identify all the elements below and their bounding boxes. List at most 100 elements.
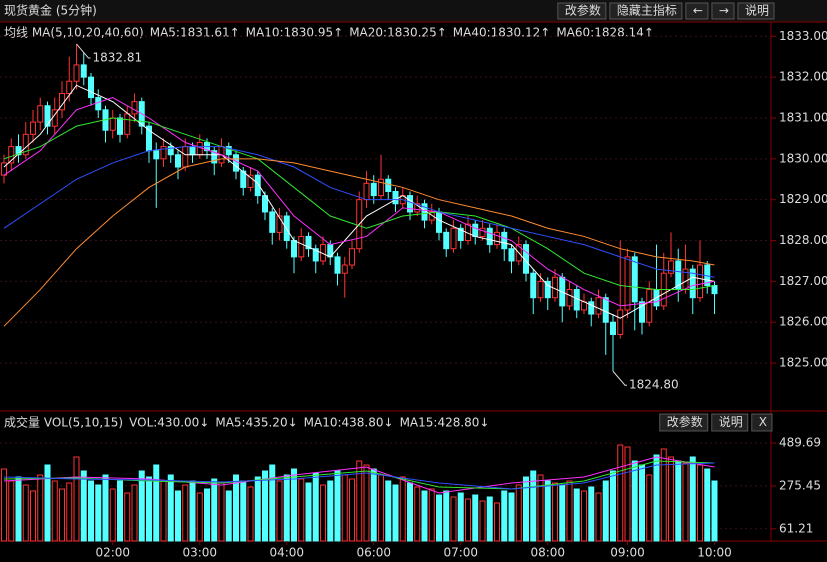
volume-bar <box>320 484 326 542</box>
candle-body <box>88 76 94 99</box>
volume-bar <box>211 478 218 542</box>
volume-bar <box>109 488 116 542</box>
candle-body <box>349 248 355 266</box>
candle-body <box>276 215 283 233</box>
candle-body <box>697 264 703 299</box>
volume-bar <box>131 484 138 542</box>
ma-line <box>3 456 715 494</box>
button[interactable] <box>557 2 607 20</box>
legend-entry: MA10:1830.95↑ <box>246 26 344 40</box>
volume-bar <box>138 470 145 542</box>
button[interactable] <box>659 413 709 432</box>
button[interactable] <box>711 413 749 432</box>
volume-bar <box>486 496 493 542</box>
annotation: 1824.80 <box>629 378 679 392</box>
legend-entry: MA15:428.80↓ <box>400 416 490 430</box>
volume-bar <box>660 448 667 542</box>
button-label: 说明 <box>719 414 743 429</box>
candle-body <box>305 235 312 250</box>
volume-bar <box>66 482 73 542</box>
volume-bar <box>617 444 624 542</box>
volume-bar <box>668 456 674 542</box>
volume-bar <box>414 486 421 542</box>
button[interactable] <box>751 413 773 432</box>
volume-bar <box>385 480 392 542</box>
candle-body <box>109 117 116 131</box>
volume-bar <box>595 492 602 542</box>
volume-bar <box>233 474 239 542</box>
y-tick-label: 1832.00 <box>779 70 827 84</box>
volume-bar <box>457 492 464 542</box>
ma-line <box>3 117 715 291</box>
volume-bar <box>689 456 696 542</box>
button[interactable] <box>711 2 735 20</box>
volume-bar <box>124 492 131 542</box>
volume-bar <box>225 490 232 542</box>
candle-body <box>124 113 131 135</box>
candle-body <box>117 117 123 135</box>
candle-body <box>160 146 167 160</box>
volume-bar <box>581 490 587 542</box>
annotation-leader <box>612 370 627 386</box>
ma-line <box>3 84 715 319</box>
volume-bar <box>312 472 319 542</box>
candle-body <box>566 289 573 307</box>
volume-bar <box>392 484 399 542</box>
volume-bar <box>37 474 44 542</box>
volume-bar <box>298 478 305 542</box>
candle-body <box>175 154 181 168</box>
candle-body <box>334 256 341 274</box>
button[interactable] <box>685 2 709 20</box>
candle-body <box>588 301 595 315</box>
candle-body <box>44 105 51 127</box>
volume-bar <box>697 464 703 542</box>
candle-body <box>472 223 479 237</box>
candle-body <box>66 80 73 94</box>
volume-bar <box>610 470 616 542</box>
volume-bar <box>508 492 515 542</box>
volume-bar <box>15 476 22 542</box>
x-tick-label: 03:00 <box>182 546 217 560</box>
volume-bar <box>711 480 718 542</box>
volume-bar <box>566 480 573 542</box>
volume-bar <box>370 468 377 542</box>
volume-bar <box>30 490 36 542</box>
volume-bar <box>436 494 442 542</box>
volume-bar <box>276 480 283 542</box>
volume-bar <box>428 488 435 542</box>
candle-body <box>392 191 399 205</box>
volume-bar <box>1 468 7 542</box>
y-tick-label: 1825.00 <box>779 356 827 370</box>
candle-body <box>544 280 551 299</box>
chart-title: 现货黄金 (5分钟) <box>4 3 97 18</box>
volume-bar <box>559 484 566 542</box>
volume-bar <box>44 464 51 542</box>
button[interactable] <box>609 2 683 20</box>
legend-entry: MA60:1828.14↑ <box>556 26 654 40</box>
volume-bar <box>704 468 711 542</box>
volume-bar <box>537 474 544 542</box>
candle-body <box>247 174 254 188</box>
volume-bar <box>501 490 508 542</box>
volume-bar <box>472 494 479 542</box>
volume-bar <box>327 480 334 542</box>
candle-body <box>646 289 653 323</box>
volume-bar <box>204 488 210 542</box>
volume-bar <box>51 480 58 542</box>
candle-body <box>363 182 370 201</box>
volume-bar <box>341 474 348 542</box>
button[interactable] <box>737 2 775 20</box>
candle-body <box>494 231 500 246</box>
candle-body <box>254 174 261 197</box>
candle-body <box>233 154 239 172</box>
legend-title: 均线 MA(5,10,20,40,60) <box>4 26 144 40</box>
volume-bar <box>305 482 312 542</box>
candle-body <box>631 256 638 303</box>
button-label: 隐藏主指标 <box>617 3 677 18</box>
volume-bar <box>356 460 363 542</box>
candle-body <box>385 178 392 193</box>
volume-bar <box>160 480 167 542</box>
volume-bar <box>175 490 181 542</box>
volume-bar <box>363 464 370 542</box>
